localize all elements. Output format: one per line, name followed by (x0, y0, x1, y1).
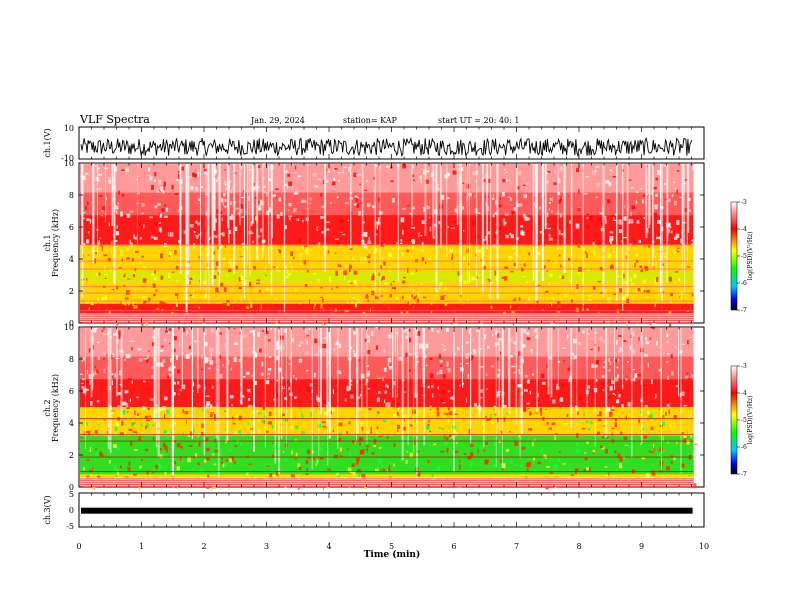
ch1-colorbar-label: log(PSD)(V²/Hz) (747, 232, 754, 281)
ch2-spec-ylabel-ch: ch.2 (43, 399, 52, 416)
spec-ytick-label: 10 (64, 159, 74, 168)
colorbar-tick-label: -3 (741, 363, 747, 370)
spec-ytick-label: 10 (64, 323, 74, 332)
colorbar-tick-label: -4 (741, 226, 747, 233)
spec-ytick-label: 6 (69, 387, 74, 396)
colorbar-tick-label: -5 (741, 253, 747, 260)
colorbar-tick-label: -3 (741, 199, 747, 206)
ch2-spec-ylabel-freq: Frequency (kHz) (51, 374, 60, 442)
ch3-ytick-bottom: -5 (66, 522, 74, 531)
start-time-label: start UT = 20: 40: 1 (438, 116, 520, 125)
x-tick-label: 4 (326, 542, 331, 551)
spec-ytick-label: 8 (69, 191, 74, 200)
x-tick-label: 6 (451, 542, 456, 551)
ch1-spec-ylabel-freq: Frequency (kHz) (51, 209, 60, 277)
colorbar-tick-label: -6 (741, 280, 747, 287)
ch1-ytick-bottom: -10 (61, 154, 74, 163)
panel-ch3-waveform: 5 0 -5 ch.3(V) (43, 490, 705, 531)
chart-title: VLF Spectra (80, 113, 150, 126)
spec-ytick-label: 4 (69, 255, 74, 264)
ch1-spectrogram-heatmap (80, 163, 697, 327)
ch2-colorbar-label: log(PSD)(V²/Hz) (747, 396, 754, 445)
x-tick-label: 2 (201, 542, 206, 551)
x-tick-label: 0 (76, 542, 81, 551)
ch1-spec-ylabel-ch: ch.1 (43, 234, 52, 251)
x-tick-label: 3 (264, 542, 269, 551)
ch3-ytick-mid: 0 (69, 506, 74, 515)
ch2-spec-yticks: 0 2 4 6 8 10 (64, 323, 704, 492)
spec-ytick-label: 8 (69, 355, 74, 364)
ch2-spectrogram-heatmap (80, 327, 697, 491)
ch1-ylabel: ch.1(V) (43, 128, 52, 157)
colorbar-tick-label: -6 (741, 444, 747, 451)
station-label: station= KAP (343, 116, 397, 125)
x-tick-label: 9 (639, 542, 644, 551)
x-tick-label: 7 (514, 542, 519, 551)
x-tick-label: 1 (139, 542, 144, 551)
ch1-waveform-trace (80, 136, 693, 158)
ch1-spec-yticks: 0 2 4 6 8 10 (64, 159, 704, 328)
x-tick-label: 8 (576, 542, 581, 551)
x-tick-label: 5 (389, 542, 394, 551)
x-axis-label: Time (min) (364, 549, 421, 560)
date-label: Jan. 29, 2024 (251, 116, 305, 125)
spec-ytick-label: 0 (69, 483, 74, 492)
ch1-ytick-top: 10 (64, 124, 74, 133)
colorbar-tick-label: -4 (741, 390, 747, 397)
spec-ytick-label: 4 (69, 419, 74, 428)
ch2-colorbar-ticks: -3 -4 -5 -6 -7 (737, 363, 747, 478)
colorbar-tick-label: -5 (741, 417, 747, 424)
x-tick-label: 10 (699, 542, 709, 551)
spec-ytick-label: 0 (69, 319, 74, 328)
spec-ytick-label: 2 (69, 451, 74, 460)
x-axis-ticks: 0 1 2 3 4 5 6 7 8 9 10 (76, 127, 709, 551)
colorbar-tick-label: -7 (741, 471, 747, 478)
ch1-colorbar (730, 201, 738, 311)
ch1-colorbar-ticks: -3 -4 -5 -6 -7 (737, 199, 747, 314)
spec-ytick-label: 2 (69, 287, 74, 296)
ch3-ylabel: ch.3(V) (43, 495, 52, 524)
spec-ytick-label: 6 (69, 223, 74, 232)
panel-ch1-waveform: 10 -10 ch.1(V) (43, 124, 705, 163)
ch3-ytick-top: 5 (69, 490, 74, 499)
colorbar-tick-label: -7 (741, 307, 747, 314)
ch3-waveform-trace (81, 507, 693, 514)
ch2-colorbar (730, 365, 738, 475)
